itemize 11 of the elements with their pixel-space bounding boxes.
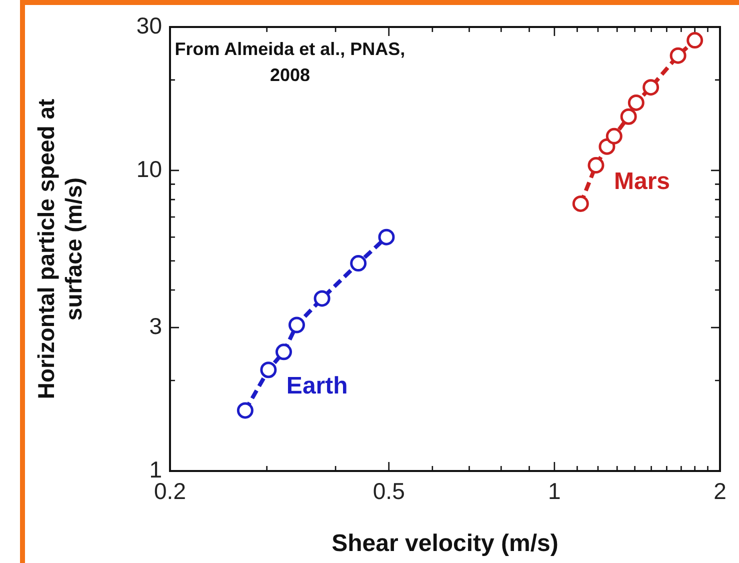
- y-tick-label: 10: [136, 156, 162, 182]
- annotation: From Almeida et al., PNAS, 2008: [174, 38, 406, 87]
- x-axis-title: Shear velocity (m/s): [332, 530, 558, 558]
- y-tick-label: 3: [149, 312, 162, 339]
- x-tick-label: 1: [548, 478, 561, 504]
- series-label: Mars: [614, 168, 670, 195]
- series-label: Earth: [286, 372, 348, 400]
- y-axis-title: Horizontal particle speed at surface (m/s): [33, 98, 87, 400]
- x-tick-label: 2: [714, 478, 726, 504]
- x-tick-label: 0.5: [372, 478, 405, 504]
- y-tick-label: 30: [136, 12, 162, 38]
